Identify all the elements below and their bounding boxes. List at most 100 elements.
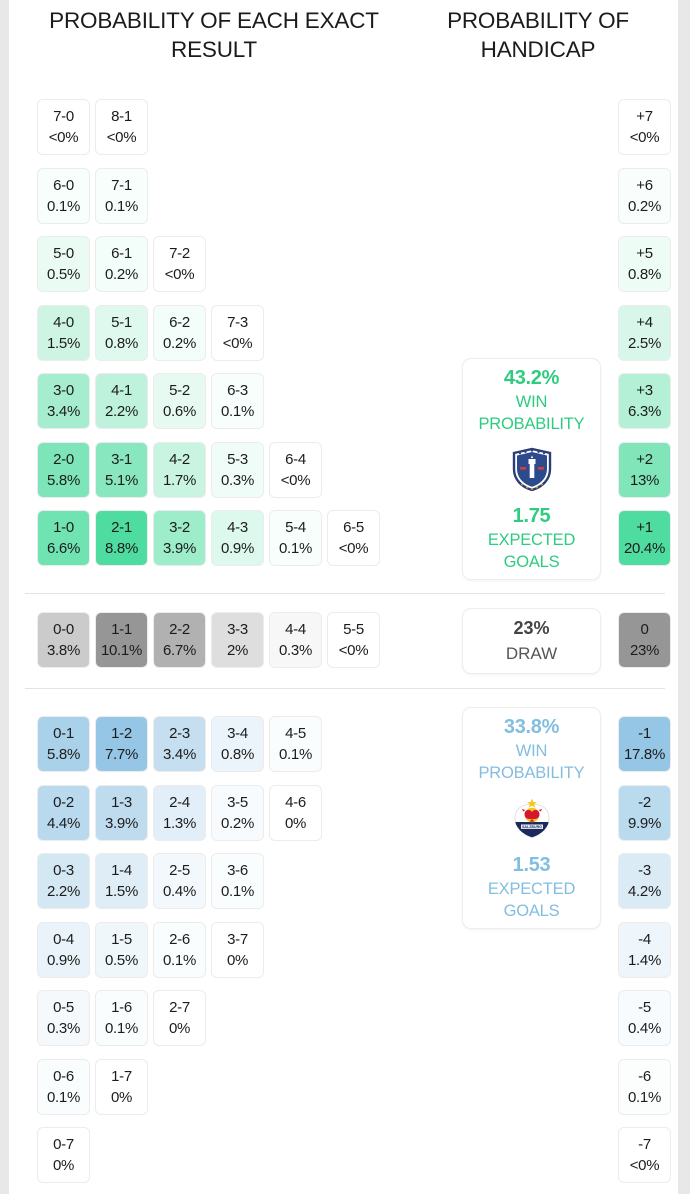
cell-probability-value: 0.1% — [221, 883, 254, 900]
scoreline-cell-home[interactable]: 7-2 <0% — [153, 236, 206, 292]
home-win-label-line2: PROBABILITY — [478, 414, 585, 433]
handicap-cell-away[interactable]: -3 4.2% — [618, 853, 671, 909]
scoreline-cell-home[interactable]: 1-0 6.6% — [37, 510, 90, 566]
handicap-cell-away[interactable]: -5 0.4% — [618, 990, 671, 1046]
handicap-cell-home[interactable]: +7 <0% — [618, 99, 671, 155]
cell-score-label: 4-5 — [285, 725, 306, 742]
scoreline-cell-away[interactable]: 0-2 4.4% — [37, 784, 90, 841]
cell-score-label: 7-2 — [169, 245, 190, 262]
scoreline-cell-draw[interactable]: 4-4 0.3% — [269, 612, 322, 668]
cell-score-label: 4-6 — [285, 793, 306, 811]
cell-probability-value: 17.8% — [623, 746, 666, 763]
away-expected-goals-value: 1.53 — [512, 853, 551, 876]
home-win-probability-card[interactable]: 43.2% WIN PROBABILITY — [462, 358, 601, 580]
scoreline-cell-home[interactable]: 6-0 0.1% — [37, 167, 90, 224]
cell-probability-value: <0% — [222, 334, 253, 352]
scoreline-cell-home[interactable]: 2-0 5.8% — [37, 441, 90, 498]
draw-percent: 23% — [513, 618, 550, 638]
handicap-cell-draw[interactable]: 0 23% — [618, 612, 671, 668]
pachuca-crest-icon — [509, 446, 555, 492]
scoreline-cell-away[interactable]: 0-3 2.2% — [37, 853, 90, 909]
scoreline-cell-draw[interactable]: 5-5 <0% — [327, 612, 380, 668]
scoreline-cell-away[interactable]: 0-1 5.8% — [37, 716, 90, 772]
cell-score-label: 3-3 — [227, 621, 248, 638]
cell-probability-value: 13% — [629, 471, 660, 489]
scoreline-cell-away[interactable]: 0-4 0.9% — [37, 921, 90, 978]
cell-score-label: 1-3 — [111, 793, 132, 811]
scoreline-cell-home[interactable]: 6-3 0.1% — [211, 373, 264, 429]
handicap-cell-home[interactable]: +2 13% — [618, 441, 671, 498]
scoreline-cell-home[interactable]: 6-2 0.2% — [153, 304, 206, 361]
handicap-cell-home[interactable]: +3 6.3% — [618, 373, 671, 429]
away-win-probability-card[interactable]: 33.8% WIN PROBABILITY SALZBURG 1.53 EXPE… — [462, 707, 601, 929]
scoreline-cell-draw[interactable]: 0-0 3.8% — [37, 612, 90, 668]
handicap-cell-away[interactable]: -7 <0% — [618, 1127, 671, 1183]
scoreline-cell-away[interactable]: 3-7 0% — [211, 921, 264, 978]
scoreline-cell-home[interactable]: 3-1 5.1% — [95, 441, 148, 498]
handicap-cell-home[interactable]: +1 20.4% — [618, 510, 671, 566]
scoreline-cell-away[interactable]: 1-6 0.1% — [95, 990, 148, 1046]
scoreline-cell-home[interactable]: 4-2 1.7% — [153, 441, 206, 498]
cell-probability-value: 0.3% — [221, 471, 254, 489]
scoreline-cell-away[interactable]: 1-5 0.5% — [95, 921, 148, 978]
scoreline-cell-home[interactable]: 5-1 0.8% — [95, 304, 148, 361]
scoreline-cell-away[interactable]: 1-3 3.9% — [95, 784, 148, 841]
scoreline-cell-home[interactable]: 7-3 <0% — [211, 304, 264, 361]
handicap-cell-home[interactable]: +5 0.8% — [618, 236, 671, 292]
handicap-cell-home[interactable]: +6 0.2% — [618, 167, 671, 224]
scoreline-cell-away[interactable]: 2-3 3.4% — [153, 716, 206, 772]
draw-probability-card[interactable]: 23% DRAW — [462, 608, 601, 674]
scoreline-cell-home[interactable]: 6-5 <0% — [327, 510, 380, 566]
handicap-cell-away[interactable]: -6 0.1% — [618, 1058, 671, 1115]
handicap-cell-away[interactable]: -4 1.4% — [618, 921, 671, 978]
cell-probability-value: 3.4% — [47, 403, 80, 420]
scoreline-cell-away[interactable]: 1-7 0% — [95, 1058, 148, 1115]
handicap-cell-home[interactable]: +4 2.5% — [618, 304, 671, 361]
scoreline-cell-away[interactable]: 1-2 7.7% — [95, 716, 148, 772]
scoreline-cell-away[interactable]: 3-6 0.1% — [211, 853, 264, 909]
scoreline-cell-away[interactable]: 2-4 1.3% — [153, 784, 206, 841]
cell-score-label: 7-0 — [53, 108, 74, 125]
scoreline-cell-home[interactable]: 4-3 0.9% — [211, 510, 264, 566]
cell-score-label: 6-3 — [227, 382, 248, 399]
scoreline-cell-away[interactable]: 2-5 0.4% — [153, 853, 206, 909]
scoreline-cell-home[interactable]: 7-0 <0% — [37, 99, 90, 155]
scoreline-cell-home[interactable]: 6-1 0.2% — [95, 236, 148, 292]
scoreline-cell-draw[interactable]: 1-1 10.1% — [95, 612, 148, 668]
cell-probability-value: 0.6% — [163, 403, 196, 420]
cell-score-label: -2 — [638, 793, 651, 811]
handicap-cell-away[interactable]: -1 17.8% — [618, 716, 671, 772]
scoreline-cell-away[interactable]: 2-7 0% — [153, 990, 206, 1046]
scoreline-cell-away[interactable]: 4-6 0% — [269, 784, 322, 841]
scoreline-cell-away[interactable]: 0-6 0.1% — [37, 1058, 90, 1115]
cell-probability-value: <0% — [106, 129, 137, 146]
cell-probability-value: <0% — [338, 540, 369, 557]
scoreline-cell-home[interactable]: 2-1 8.8% — [95, 510, 148, 566]
scoreline-cell-away[interactable]: 0-5 0.3% — [37, 990, 90, 1046]
scoreline-cell-away[interactable]: 2-6 0.1% — [153, 921, 206, 978]
handicap-cell-away[interactable]: -2 9.9% — [618, 784, 671, 841]
scoreline-cell-home[interactable]: 4-1 2.2% — [95, 373, 148, 429]
scoreline-cell-home[interactable]: 5-4 0.1% — [269, 510, 322, 566]
cell-probability-value: 0% — [52, 1157, 75, 1174]
scoreline-cell-away[interactable]: 0-7 0% — [37, 1127, 90, 1183]
scoreline-cell-draw[interactable]: 2-2 6.7% — [153, 612, 206, 668]
scoreline-cell-home[interactable]: 3-0 3.4% — [37, 373, 90, 429]
cell-score-label: 6-0 — [53, 176, 74, 194]
scoreline-cell-home[interactable]: 5-3 0.3% — [211, 441, 264, 498]
scoreline-cell-draw[interactable]: 3-3 2% — [211, 612, 264, 668]
cell-probability-value: 3.9% — [105, 814, 138, 832]
scoreline-cell-away[interactable]: 1-4 1.5% — [95, 853, 148, 909]
scoreline-cell-home[interactable]: 5-0 0.5% — [37, 236, 90, 292]
scoreline-cell-home[interactable]: 8-1 <0% — [95, 99, 148, 155]
scoreline-cell-away[interactable]: 3-5 0.2% — [211, 784, 264, 841]
scoreline-cell-home[interactable]: 3-2 3.9% — [153, 510, 206, 566]
scoreline-cell-home[interactable]: 6-4 <0% — [269, 441, 322, 498]
scoreline-cell-away[interactable]: 3-4 0.8% — [211, 716, 264, 772]
draw-label: DRAW — [505, 644, 558, 663]
scoreline-cell-home[interactable]: 5-2 0.6% — [153, 373, 206, 429]
scoreline-cell-home[interactable]: 7-1 0.1% — [95, 167, 148, 224]
scoreline-cell-away[interactable]: 4-5 0.1% — [269, 716, 322, 772]
scoreline-cell-home[interactable]: 4-0 1.5% — [37, 304, 90, 361]
cell-probability-value: 0.9% — [47, 951, 80, 969]
